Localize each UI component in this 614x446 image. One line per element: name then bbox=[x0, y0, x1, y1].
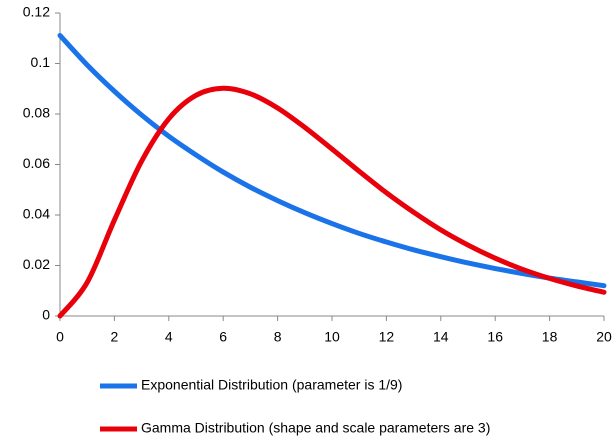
y-tick-label: 0.12 bbox=[23, 4, 50, 20]
line-series bbox=[57, 85, 607, 319]
legend-label: Gamma Distribution (shape and scale para… bbox=[141, 420, 490, 436]
y-tick-label: 0 bbox=[42, 307, 50, 323]
x-tick-label: 16 bbox=[487, 329, 503, 345]
x-tick-label: 0 bbox=[56, 329, 64, 345]
x-tick-label: 4 bbox=[165, 329, 173, 345]
y-tick-label: 0.06 bbox=[23, 155, 50, 171]
x-tick-label: 14 bbox=[433, 329, 449, 345]
y-tick-label: 0.1 bbox=[31, 54, 51, 70]
legend-label: Exponential Distribution (parameter is 1… bbox=[141, 377, 402, 393]
x-tick-label: 6 bbox=[219, 329, 227, 345]
x-tick-label: 8 bbox=[274, 329, 282, 345]
y-tick-label: 0.02 bbox=[23, 256, 50, 272]
x-tick-label: 2 bbox=[111, 329, 119, 345]
y-tick-label: 0.04 bbox=[23, 206, 50, 222]
x-tick-label: 18 bbox=[542, 329, 558, 345]
x-tick-label: 10 bbox=[324, 329, 340, 345]
line-series bbox=[57, 32, 607, 289]
x-tick-label: 12 bbox=[379, 329, 395, 345]
x-tick-label: 20 bbox=[596, 329, 612, 345]
y-tick-label: 0.08 bbox=[23, 105, 50, 121]
